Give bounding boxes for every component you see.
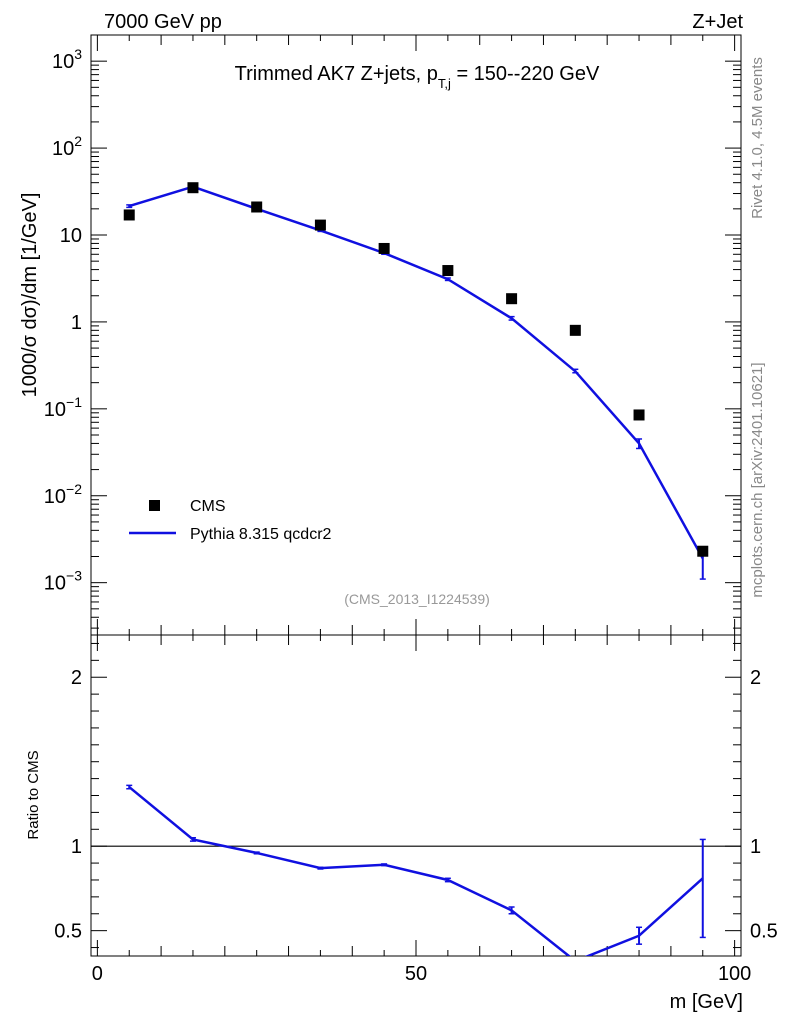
ratio-ytick-label-right: 0.5 xyxy=(750,921,778,943)
ratio-xtick-label: 0 xyxy=(92,963,103,985)
ytick-exponent: −3 xyxy=(66,568,82,584)
main-ytick-label: 10−1 xyxy=(44,394,82,421)
mcplots-label: mcplots.cern.ch [arXiv:2401.10621] xyxy=(749,362,766,597)
ytick-exponent: −1 xyxy=(66,394,82,410)
cms-data-point xyxy=(697,545,709,557)
cms-data-point xyxy=(569,324,581,336)
ytick-exponent: 2 xyxy=(74,133,82,149)
cms-data-point xyxy=(442,265,454,277)
rivet-label: Rivet 4.1.0, 4.5M events xyxy=(749,57,766,219)
cms-data-point xyxy=(378,242,390,254)
header-right: Z+Jet xyxy=(692,11,743,33)
legend-pythia-label: Pythia 8.315 qcdcr2 xyxy=(190,526,332,543)
legend-cms-label: CMS xyxy=(190,498,226,515)
legend: CMS Pythia 8.315 qcdcr2 xyxy=(129,498,332,543)
main-title: Trimmed AK7 Z+jets, pT,j = 150--220 GeV xyxy=(235,63,600,91)
main-ylabel: 1000/σ dσ)/dm [1/GeV] xyxy=(19,193,41,398)
main-ytick-label: 10−2 xyxy=(44,481,82,508)
title-main-text: Trimmed AK7 Z+jets, p xyxy=(235,63,438,85)
title-tail-text: = 150--220 GeV xyxy=(451,63,600,85)
cms-data-point xyxy=(187,182,199,194)
ytick-base: 10 xyxy=(52,138,74,160)
ratio-ylabel: Ratio to CMS xyxy=(25,750,42,839)
cms-data-point xyxy=(633,409,645,421)
pythia-series-line xyxy=(128,185,704,560)
ratio-panel-frame xyxy=(90,634,742,957)
cms-data-point xyxy=(506,293,518,305)
ytick-exponent: 3 xyxy=(74,46,82,62)
ytick-exponent: −2 xyxy=(66,481,82,497)
header-left: 7000 GeV pp xyxy=(104,11,222,33)
ratio-ytick-label-left: 2 xyxy=(71,667,82,689)
ratio-xtick-label: 50 xyxy=(405,963,427,985)
main-ytick-label: 1 xyxy=(71,312,82,334)
ratio-series-line xyxy=(128,786,704,956)
title-subscript: T,j xyxy=(438,76,451,91)
cms-data-point xyxy=(123,209,135,221)
ratio-xlabel: m [GeV] xyxy=(670,991,743,1013)
main-ytick-label: 103 xyxy=(52,46,82,73)
ratio-ytick-label-left: 0.5 xyxy=(54,921,82,943)
ratio-ytick-label-left: 1 xyxy=(71,836,82,858)
ytick-base: 10 xyxy=(44,399,66,421)
ytick-base: 10 xyxy=(52,51,74,73)
legend-cms-marker xyxy=(149,500,160,511)
main-ytick-label: 10 xyxy=(60,225,82,247)
ytick-base: 10 xyxy=(44,573,66,595)
main-plot-area xyxy=(123,182,709,580)
ytick-base: 10 xyxy=(44,486,66,508)
main-ytick-label: 10−3 xyxy=(44,568,82,595)
cms-data-point xyxy=(251,201,263,213)
ytick-base: 10 xyxy=(60,225,82,247)
cms-data-point xyxy=(314,219,326,231)
ratio-xtick-label: 100 xyxy=(718,963,751,985)
main-ytick-label: 102 xyxy=(52,133,82,160)
analysis-watermark: (CMS_2013_I1224539) xyxy=(344,591,490,607)
ytick-base: 1 xyxy=(71,312,82,334)
ratio-ytick-label-right: 1 xyxy=(750,836,761,858)
ratio-ytick-label-right: 2 xyxy=(750,667,761,689)
ratio-series-group xyxy=(126,784,706,956)
ratio-plot-area xyxy=(91,784,741,956)
main-panel-frame xyxy=(90,34,742,636)
axis-ticks xyxy=(91,34,741,956)
